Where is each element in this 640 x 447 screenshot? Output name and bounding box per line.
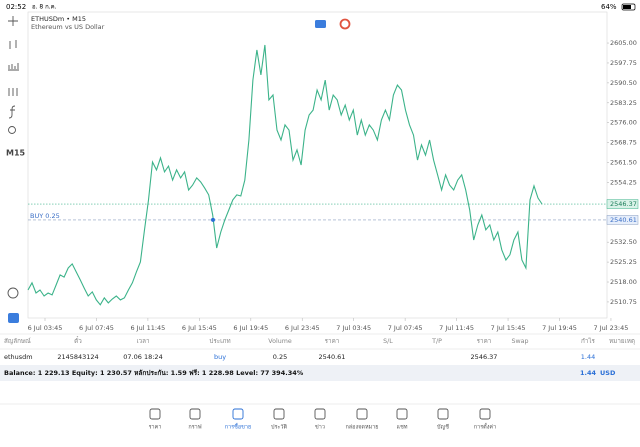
settings-tool[interactable] <box>8 88 18 96</box>
chart-type-tool[interactable] <box>9 40 17 49</box>
y-tick-label: 2525.25 <box>610 258 637 266</box>
table-header: ราคา <box>477 338 492 345</box>
table-header: Volume <box>268 338 292 345</box>
x-tick-label: 7 Jul 19:45 <box>542 324 577 332</box>
y-tick-label: 2583.25 <box>610 99 637 107</box>
status-date: อ. 8 ก.ค. <box>32 4 57 11</box>
table-header: หมายเหตุ <box>609 338 635 345</box>
nav-label[interactable]: การซื้อขาย <box>225 423 251 431</box>
nav-icon[interactable] <box>149 408 161 420</box>
table-cell: 0.25 <box>273 353 287 361</box>
x-tick-label: 7 Jul 15:45 <box>491 324 526 332</box>
y-tick-label: 2590.50 <box>610 79 637 87</box>
nav-label[interactable]: กราฟ <box>188 424 201 431</box>
nav-label[interactable]: ประวัติ <box>271 424 287 431</box>
y-tick-label: 2532.50 <box>610 238 637 246</box>
table-header: สัญลักษณ์ <box>4 337 31 345</box>
y-tick-label: 2554.25 <box>610 178 637 186</box>
table-cell: 1.44 <box>581 353 595 361</box>
nav-icon[interactable] <box>232 408 244 420</box>
nav-label[interactable]: ราคา <box>149 425 162 431</box>
table-cell: 07.06 18:24 <box>123 353 162 361</box>
nav-icon[interactable] <box>189 408 201 420</box>
nav-label[interactable]: กล่องจดหมาย <box>345 425 378 431</box>
nav-icon[interactable] <box>479 408 491 420</box>
x-tick-label: 6 Jul 23:45 <box>285 324 320 332</box>
price-line <box>27 44 543 306</box>
nav-icon[interactable] <box>273 408 285 420</box>
battery-fill <box>623 5 631 9</box>
nav-icon[interactable] <box>396 408 408 420</box>
table-header: กำไร <box>581 337 596 345</box>
table-cell: 2546.37 <box>471 353 498 361</box>
x-tick-label: 6 Jul 07:45 <box>79 324 114 332</box>
table-header: ตั๋ว <box>74 336 82 345</box>
indicators-tool[interactable] <box>8 63 19 71</box>
nav-label[interactable]: บัญชี <box>437 424 449 431</box>
balance-profit: 1.44 <box>580 369 597 377</box>
y-tick-label: 2561.50 <box>610 159 637 167</box>
balance-text: Balance: 1 229.13 Equity: 1 230.57 หลักป… <box>4 369 304 377</box>
order-line-text: BUY 0.25 <box>30 212 60 220</box>
nav-icon[interactable] <box>437 408 449 420</box>
zoom-tool[interactable] <box>7 287 19 299</box>
left-toolbar <box>7 16 19 299</box>
current-price-box <box>606 199 639 209</box>
order-price-label: 2540.61 <box>610 216 637 224</box>
chart-symbol: ETHUSDm • M15 <box>31 15 86 23</box>
trade-button[interactable] <box>339 18 351 30</box>
x-tick-label: 7 Jul 07:45 <box>388 324 423 332</box>
x-tick-label: 6 Jul 15:45 <box>182 324 217 332</box>
chart-description: Ethereum vs US Dollar <box>31 23 105 31</box>
table-cell: buy <box>214 353 226 361</box>
nav-icon[interactable] <box>314 408 326 420</box>
y-tick-label: 2597.75 <box>610 59 637 67</box>
table-header: Swap <box>511 338 528 345</box>
x-tick-label: 7 Jul 03:45 <box>336 324 371 332</box>
battery-icon <box>621 3 636 11</box>
table-header: ประเภท <box>209 338 230 345</box>
x-tick-label: 7 Jul 23:45 <box>594 324 629 332</box>
y-tick-label: 2568.75 <box>610 139 637 147</box>
x-tick-label: 6 Jul 19:45 <box>233 324 268 332</box>
objects-tool[interactable] <box>8 126 16 134</box>
table-header: S/L <box>383 338 393 345</box>
y-tick-label: 2576.00 <box>610 119 637 127</box>
table-cell: 2540.61 <box>319 353 346 361</box>
table-cell: 2145843124 <box>57 353 98 361</box>
table-header: T/P <box>431 338 442 345</box>
current-price-label: 2546.37 <box>610 200 637 208</box>
y-tick-label: 2510.75 <box>610 298 637 306</box>
nav-icon[interactable] <box>356 408 368 420</box>
x-tick-label: 7 Jul 11:45 <box>439 324 474 332</box>
table-cell: ethusdm <box>4 353 33 361</box>
x-tick-label: 6 Jul 11:45 <box>130 324 165 332</box>
table-header: เวลา <box>136 338 149 345</box>
battery-level: 64% <box>601 3 617 11</box>
nav-label[interactable]: การตั้งค่า <box>474 423 496 431</box>
trade-panel-icon[interactable] <box>8 313 19 323</box>
nav-label[interactable]: แชท <box>397 424 408 431</box>
order-marker <box>211 217 215 222</box>
y-tick-label: 2605.00 <box>610 39 637 47</box>
crosshair-tool[interactable] <box>8 16 18 26</box>
y-tick-label: 2518.00 <box>610 278 637 286</box>
table-header: ราคา <box>325 338 340 345</box>
chart-frame <box>27 11 608 319</box>
nav-label[interactable]: ข่าว <box>315 425 325 431</box>
balance-currency: USD <box>600 369 616 377</box>
order-price-box <box>606 215 639 225</box>
status-time: 02:52 <box>6 3 26 11</box>
x-tick-label: 6 Jul 03:45 <box>28 324 63 332</box>
balance-bar <box>0 365 640 381</box>
timeframe-button[interactable]: M15 <box>6 149 26 158</box>
function-tool[interactable] <box>8 105 16 119</box>
one-click-button[interactable] <box>315 20 326 28</box>
